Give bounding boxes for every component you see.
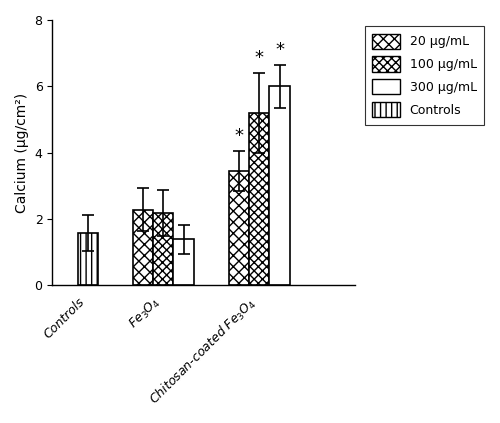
Bar	[174, 239, 194, 285]
Legend: 20 µg/mL, 100 µg/mL, 300 µg/mL, Controls: 20 µg/mL, 100 µg/mL, 300 µg/mL, Controls	[364, 26, 484, 125]
Bar	[78, 233, 98, 285]
Bar	[249, 113, 270, 285]
Bar	[154, 213, 174, 285]
Bar	[229, 171, 249, 285]
Text: *: *	[234, 127, 244, 145]
Text: *: *	[275, 41, 284, 59]
Text: *: *	[255, 49, 264, 67]
Bar	[270, 86, 289, 285]
Bar	[133, 210, 154, 285]
Y-axis label: Calcium (µg/cm²): Calcium (µg/cm²)	[15, 93, 29, 213]
